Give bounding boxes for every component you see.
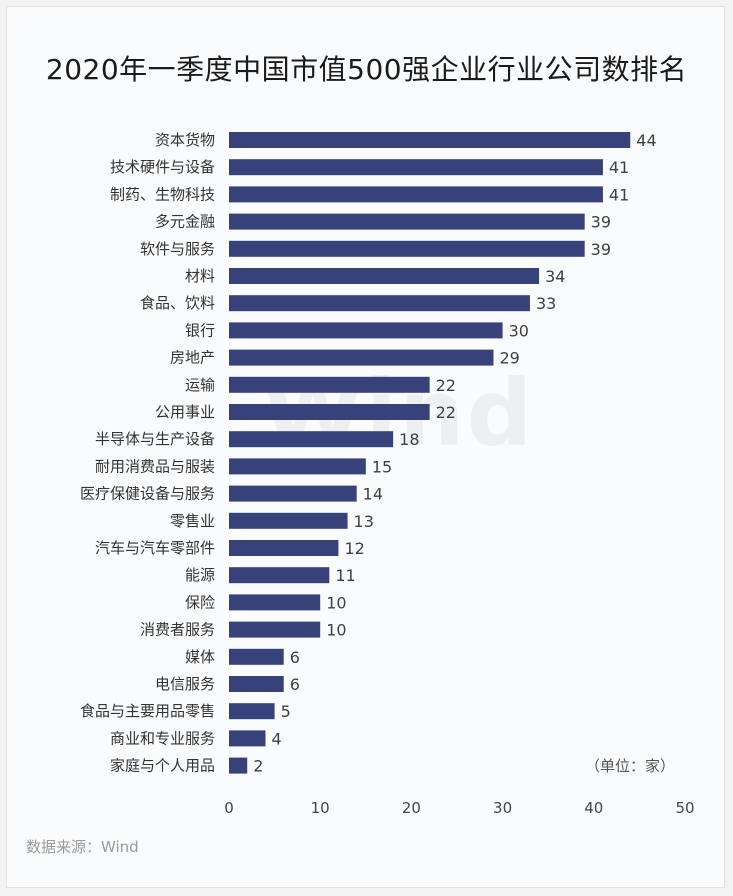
value-label: 2: [253, 757, 263, 776]
value-label: 41: [609, 185, 629, 204]
unit-note: （单位：家）: [585, 757, 676, 775]
value-label: 22: [436, 403, 456, 422]
x-tick-label: 40: [584, 799, 603, 817]
category-label: 资本货物: [155, 131, 215, 149]
bar: [229, 567, 330, 584]
bar: [229, 458, 366, 475]
value-label: 13: [354, 512, 374, 531]
category-label: 媒体: [185, 648, 215, 666]
bar: [229, 322, 503, 339]
category-label: 商业和专业服务: [110, 729, 215, 747]
value-label: 33: [536, 294, 556, 313]
bar: [229, 621, 321, 638]
bar: [229, 540, 339, 556]
x-tick-label: 0: [224, 799, 234, 817]
bar: [229, 132, 631, 148]
bar: [229, 757, 248, 774]
value-label: 6: [290, 675, 300, 694]
bar: [229, 594, 321, 611]
value-label: 5: [281, 702, 291, 721]
chart-title: 2020年一季度中国市值500强企业行业公司数排名: [45, 53, 688, 86]
bar: [229, 159, 603, 176]
category-label: 软件与服务: [140, 240, 215, 258]
value-label: 18: [399, 430, 419, 449]
category-label: 能源: [185, 566, 215, 584]
category-label: 房地产: [170, 349, 215, 367]
value-label: 4: [271, 729, 281, 748]
category-label: 半导体与生产设备: [95, 430, 215, 448]
value-label: 39: [591, 240, 611, 259]
category-label: 多元金融: [155, 213, 215, 231]
category-label: 运输: [185, 376, 215, 394]
value-label: 29: [499, 349, 519, 368]
bar: [229, 648, 284, 665]
category-label: 零售业: [170, 512, 215, 530]
bar: [229, 485, 357, 502]
value-label: 12: [344, 539, 364, 558]
category-label: 材料: [185, 267, 215, 285]
value-label: 44: [636, 131, 656, 150]
value-label: 15: [372, 457, 392, 476]
data-source: 数据来源：Wind: [26, 838, 139, 856]
bar: [229, 703, 275, 720]
x-tick-label: 20: [402, 799, 421, 817]
value-label: 10: [326, 593, 346, 612]
value-label: 10: [326, 621, 346, 640]
bar: [229, 404, 430, 420]
value-label: 11: [335, 566, 355, 585]
category-label: 家庭与个人用品: [110, 757, 215, 775]
bar: [229, 240, 585, 257]
value-label: 34: [545, 267, 565, 286]
bar: [229, 512, 348, 529]
bar: [229, 186, 603, 203]
value-label: 30: [509, 321, 529, 340]
x-tick-label: 30: [493, 799, 512, 817]
category-label: 耐用消费品与服装: [95, 457, 215, 475]
x-tick-label: 10: [311, 799, 330, 817]
category-label: 保险: [185, 593, 215, 611]
category-label: 电信服务: [155, 675, 215, 693]
category-label: 消费者服务: [140, 621, 215, 639]
category-label: 银行: [185, 321, 215, 339]
bar: [229, 376, 430, 393]
category-label: 技术硬件与设备: [110, 158, 215, 176]
category-label: 制药、生物科技: [110, 185, 215, 203]
value-label: 41: [609, 158, 629, 177]
category-label: 医疗保健设备与服务: [80, 485, 215, 503]
category-label: 公用事业: [155, 403, 215, 421]
bar: [229, 676, 284, 692]
bar: [229, 730, 266, 747]
value-label: 14: [363, 485, 383, 504]
category-label: 食品与主要用品零售: [80, 702, 215, 720]
bar: [229, 268, 540, 284]
value-label: 22: [436, 376, 456, 395]
x-tick-label: 50: [675, 799, 694, 817]
bar: [229, 213, 585, 230]
value-label: 6: [290, 648, 300, 667]
bar: [229, 431, 394, 448]
bar: [229, 349, 494, 366]
bar: [229, 295, 530, 312]
value-label: 39: [591, 213, 611, 232]
category-label: 汽车与汽车零部件: [95, 539, 215, 557]
category-label: 食品、饮料: [140, 294, 215, 312]
